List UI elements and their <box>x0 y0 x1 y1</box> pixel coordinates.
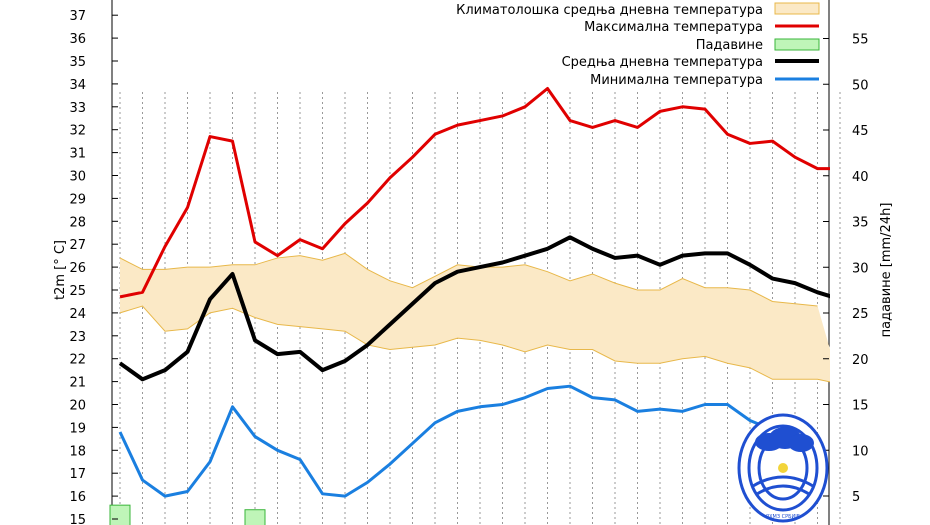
y2-axis-label: падавине [mm/24h] <box>879 203 894 338</box>
y-tick-label: 36 <box>69 32 86 47</box>
legend-label-mean: Средња дневна температура <box>562 55 763 70</box>
y-ticks-left: 15 16 17 18 19 20 21 22 23 24 25 26 27 28 29 30 31 32 33 34… <box>69 9 118 525</box>
y-axis-label: t2m [° C] <box>53 240 68 300</box>
rhmz-logo: РХМЗ СРБИЈЕ <box>737 413 829 523</box>
y-tick-label: 27 <box>69 238 86 253</box>
logo-caption: РХМЗ СРБИЈЕ <box>766 514 800 520</box>
legend-box-precip <box>774 38 820 51</box>
climate-band <box>120 253 830 382</box>
series-line-max <box>119 86 830 299</box>
y-tick-label: 33 <box>69 101 86 116</box>
legend: Климатолошка средња дневна температура М… <box>456 2 820 88</box>
legend-label-min: Минимална температура <box>590 73 763 88</box>
y2-tick-label: 20 <box>852 353 869 368</box>
y2-tick-label: 50 <box>852 78 869 93</box>
y-tick-label: 22 <box>69 353 86 368</box>
y-tick-label: 37 <box>69 9 86 24</box>
y2-tick-label: 35 <box>852 216 869 231</box>
y-tick-label: 16 <box>69 490 86 505</box>
y2-tick-label: 15 <box>852 399 869 414</box>
y-tick-label: 23 <box>69 330 86 345</box>
y2-tick-label: 5 <box>852 490 860 505</box>
y-tick-label: 28 <box>69 215 86 230</box>
y-tick-label: 17 <box>69 467 86 482</box>
series-line-min <box>118 384 819 498</box>
y-tick-label: 31 <box>69 147 86 162</box>
climate-band-upper-edge <box>119 252 818 307</box>
y-tick-label: 18 <box>69 444 86 459</box>
y-tick-label: 32 <box>69 124 86 139</box>
y-tick-label: 26 <box>69 261 86 276</box>
y2-tick-label: 40 <box>852 170 869 185</box>
legend-label-climate: Климатолошка средња дневна температура <box>456 3 763 18</box>
y-tick-label: 20 <box>69 399 86 414</box>
climate-band-layer <box>119 252 830 383</box>
legend-label-precip: Падавине <box>696 38 763 53</box>
y-ticks-right: 5 10 15 20 25 30 35 40 45 50 55 <box>823 33 869 505</box>
series-line-mean <box>118 235 830 382</box>
y-tick-label: 25 <box>69 284 86 299</box>
legend-label-max: Максимална температура <box>584 20 763 35</box>
y-tick-label: 19 <box>69 421 86 436</box>
y-tick-label: 29 <box>69 192 86 207</box>
series-lines-layer <box>118 86 830 498</box>
precipitation-bar <box>244 509 266 525</box>
legend-box-climate <box>774 2 820 15</box>
y-tick-label: 24 <box>69 307 86 322</box>
y2-tick-label: 10 <box>852 444 869 459</box>
y-tick-label: 35 <box>69 55 86 70</box>
climate-band-lower-edge <box>119 305 830 383</box>
precipitation-layer <box>109 504 266 525</box>
y2-tick-label: 30 <box>852 261 869 276</box>
y2-tick-label: 45 <box>852 124 869 139</box>
y-tick-label: 21 <box>69 376 86 391</box>
y-tick-label: 34 <box>69 78 86 93</box>
y-tick-label: 30 <box>69 170 86 185</box>
y2-tick-label: 25 <box>852 307 869 322</box>
y2-tick-label: 55 <box>852 33 869 48</box>
precipitation-bar <box>109 504 131 525</box>
y-tick-label: 15 <box>69 513 86 525</box>
